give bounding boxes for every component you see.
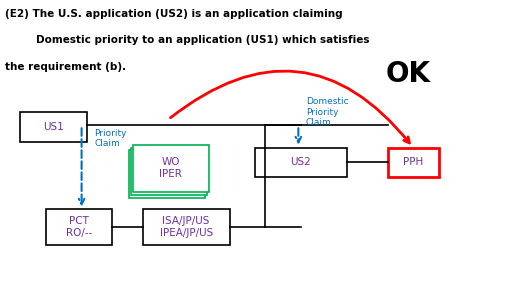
FancyBboxPatch shape bbox=[254, 148, 346, 177]
Text: PPH: PPH bbox=[402, 157, 422, 167]
Text: Priority
Claim: Priority Claim bbox=[94, 129, 127, 148]
Text: Domestic priority to an application (US1) which satisfies: Domestic priority to an application (US1… bbox=[36, 35, 369, 45]
FancyBboxPatch shape bbox=[387, 148, 438, 177]
FancyBboxPatch shape bbox=[20, 112, 87, 142]
FancyBboxPatch shape bbox=[130, 148, 207, 195]
Text: the requirement (b).: the requirement (b). bbox=[5, 62, 126, 72]
Text: (E2) The U.S. application (US2) is an application claiming: (E2) The U.S. application (US2) is an ap… bbox=[5, 9, 342, 19]
FancyBboxPatch shape bbox=[143, 209, 229, 245]
Text: ISA/JP/US
IPEA/JP/US: ISA/JP/US IPEA/JP/US bbox=[159, 216, 212, 238]
Text: US2: US2 bbox=[290, 157, 310, 167]
Text: OK: OK bbox=[385, 60, 430, 88]
FancyBboxPatch shape bbox=[128, 150, 205, 198]
FancyBboxPatch shape bbox=[132, 145, 209, 192]
Text: WO
IPER: WO IPER bbox=[159, 157, 182, 179]
Text: Domestic
Priority
Claim: Domestic Priority Claim bbox=[305, 97, 348, 127]
FancyBboxPatch shape bbox=[46, 209, 112, 245]
Text: US1: US1 bbox=[43, 122, 64, 132]
Text: PCT
RO/--: PCT RO/-- bbox=[66, 216, 92, 238]
